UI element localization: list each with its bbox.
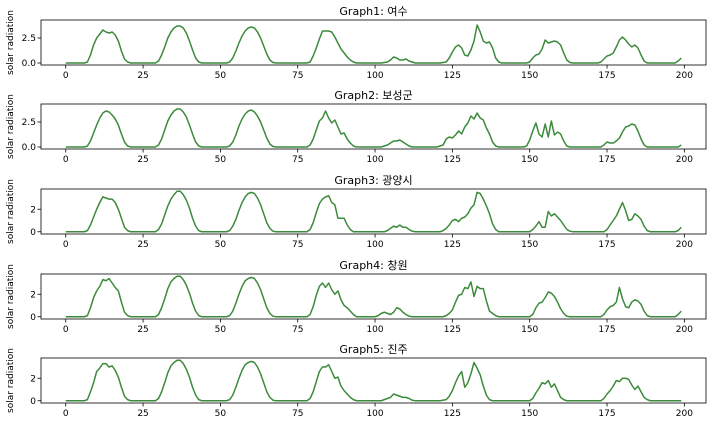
subplot-title: Graph1: 여수	[339, 5, 407, 18]
x-tick-label: 175	[598, 71, 615, 81]
x-tick-label: 50	[215, 240, 227, 250]
subplot-title: Graph4: 창원	[339, 259, 407, 272]
y-tick-label: 2	[30, 374, 36, 384]
x-tick-label: 75	[292, 71, 303, 81]
x-tick-label: 175	[598, 325, 615, 335]
y-tick-label: 0	[30, 228, 36, 238]
y-tick-label: 2	[30, 290, 36, 300]
x-tick-label: 25	[137, 155, 148, 165]
x-tick-label: 0	[63, 155, 69, 165]
subplot-title: Graph3: 광양시	[334, 174, 412, 187]
solar-radiation-line	[65, 275, 682, 318]
x-tick-label: 200	[676, 71, 693, 81]
x-tick-label: 50	[215, 155, 227, 165]
subplot-3: Graph3: 광양시 solar radiation 0 25 50 75 100 125 1…	[6, 174, 707, 250]
subplot-title: Graph5: 진주	[339, 343, 407, 356]
y-axis-label: solar radiation	[6, 348, 16, 413]
x-tick-label: 50	[215, 325, 227, 335]
x-tick-label: 25	[137, 325, 148, 335]
x-tick-label: 125	[444, 409, 461, 419]
x-tick-label: 150	[521, 71, 538, 81]
y-axis-label: solar radiation	[6, 264, 16, 329]
x-tick-label: 75	[292, 409, 303, 419]
y-tick-label: 2.5	[22, 118, 36, 128]
y-tick-label: 0	[30, 313, 36, 323]
x-tick-label: 100	[366, 240, 383, 250]
solar-radiation-line	[65, 359, 682, 402]
solar-radiation-line	[65, 24, 682, 64]
x-tick-label: 125	[444, 71, 461, 81]
x-tick-label: 75	[292, 325, 303, 335]
x-tick-label: 75	[292, 155, 303, 165]
x-tick-label: 200	[676, 240, 693, 250]
x-tick-label: 175	[598, 155, 615, 165]
x-tick-label: 50	[215, 71, 227, 81]
axes-frame	[40, 103, 707, 150]
x-tick-label: 0	[63, 409, 69, 419]
axes-frame	[40, 188, 707, 235]
x-tick-label: 200	[676, 155, 693, 165]
axes-frame	[40, 273, 707, 320]
y-tick-label: 0.0	[22, 143, 37, 153]
y-axis-label: solar radiation	[6, 179, 16, 244]
x-tick-label: 200	[676, 325, 693, 335]
y-axis-label: solar radiation	[6, 10, 16, 75]
solar-radiation-line	[65, 190, 682, 233]
subplot-2: Graph2: 보성군 solar radiation 0 25 50 75 100 125 1…	[6, 89, 707, 165]
x-tick-label: 125	[444, 325, 461, 335]
x-tick-label: 25	[137, 240, 148, 250]
x-tick-label: 25	[137, 71, 148, 81]
x-tick-label: 125	[444, 155, 461, 165]
x-tick-label: 150	[521, 155, 538, 165]
x-tick-label: 100	[366, 409, 383, 419]
y-tick-label: 0.0	[22, 59, 37, 69]
axes-frame	[40, 19, 707, 66]
x-tick-label: 150	[521, 240, 538, 250]
y-tick-label: 2.5	[22, 34, 36, 44]
x-tick-label: 0	[63, 71, 69, 81]
y-tick-label: 0	[30, 397, 36, 407]
x-tick-label: 150	[521, 409, 538, 419]
x-tick-label: 0	[63, 240, 69, 250]
x-tick-label: 100	[366, 155, 383, 165]
x-tick-label: 0	[63, 325, 69, 335]
subplot-4: Graph4: 창원 solar radiation 0 25 50 75 100 125 15…	[6, 259, 707, 335]
x-tick-label: 100	[366, 71, 383, 81]
x-tick-label: 50	[215, 409, 227, 419]
x-tick-label: 25	[137, 409, 148, 419]
subplot-1: Graph1: 여수 solar radiation 0 25 50 75 100 125 15…	[6, 5, 707, 81]
y-tick-label: 2	[30, 205, 36, 215]
subplot-title: Graph2: 보성군	[334, 89, 412, 102]
x-tick-label: 125	[444, 240, 461, 250]
y-axis-label: solar radiation	[6, 94, 16, 159]
subplot-5: Graph5: 진주 solar radiation 0 25 50 75 100 125 15…	[6, 343, 707, 419]
axes-frame	[40, 357, 707, 404]
x-tick-label: 175	[598, 240, 615, 250]
x-tick-label: 100	[366, 325, 383, 335]
solar-radiation-line	[65, 108, 682, 148]
x-tick-label: 75	[292, 240, 303, 250]
x-tick-label: 175	[598, 409, 615, 419]
x-tick-label: 150	[521, 325, 538, 335]
x-tick-label: 200	[676, 409, 693, 419]
